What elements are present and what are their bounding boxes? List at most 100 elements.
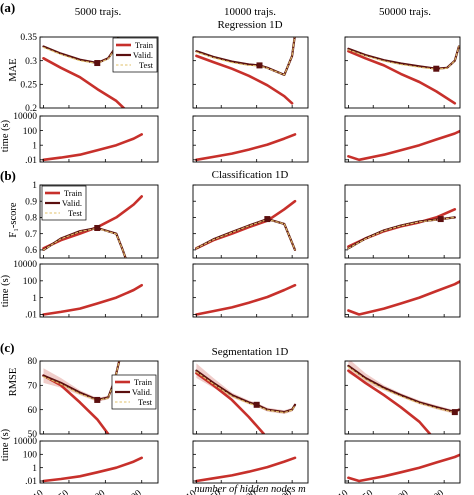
time-r2-c3-series-train [347, 279, 460, 316]
time-r2-c1-ytick-label: .01 [25, 311, 37, 321]
metric-r3-c2-panel [192, 360, 309, 435]
time-r1-c1-panel: .01 1 100 10000 [13, 112, 159, 166]
metric-r2-c1-panel: 0.6 0.7 0.8 0.9 1 [25, 181, 159, 259]
metric-r1-c1-ytick-label: 0.35 [20, 33, 37, 43]
time-r3-c2-xtick-label: 50 [209, 488, 223, 495]
time-r1-c1-axes [39, 115, 159, 163]
time-r2-c1-plot-area [42, 283, 143, 316]
metric-r3-c2-axes [192, 360, 309, 435]
time-r3-c1-ytick-label: 100 [23, 451, 38, 461]
metric-r1-c2-series-test [195, 37, 296, 76]
metric-r3-c1-min-marker [94, 396, 101, 403]
time-r3-c2-plot-area [195, 456, 297, 483]
column-title-3: 50000 trajs. [379, 6, 431, 18]
time-r2-c3-plot-area [347, 279, 460, 316]
metric-r2-c3-series-test [347, 216, 456, 249]
time-r1-c1-ytick-label: 1 [32, 141, 37, 151]
metric-r2-c1-plot-area [42, 195, 143, 258]
panel-label-a: (a) [0, 0, 15, 15]
time-r3-c2-xtick-label: 10 [185, 488, 199, 495]
panel-label-c: (c) [0, 340, 14, 355]
time-r3-c1-axes [39, 440, 159, 484]
metric-r2-c1-ytick-label: 1 [32, 181, 37, 191]
metric-r3-c3-series-train [347, 369, 432, 434]
metric-r1-c3-plot-area [347, 45, 460, 105]
metric-r1-c1-ytick-label: 0.3 [25, 57, 37, 67]
panel-label-b: (b) [0, 168, 16, 183]
ylabel-f1: F₁-score [8, 202, 19, 237]
metric-r2-c2-plot-area [195, 199, 297, 251]
metric-r2-c2-panel [192, 184, 309, 259]
time-r1-c1-plot-area [42, 133, 143, 162]
time-r1-c2-panel [192, 115, 309, 163]
metric-r3-c3-valid-band [348, 361, 459, 414]
time-r3-c2-series-train [195, 456, 297, 483]
time-r2-c2-axes [192, 263, 309, 318]
metric-r1-c1-ytick-label: 0.25 [20, 81, 37, 91]
time-r1-c2-axes [192, 115, 309, 163]
metric-r3-c2-valid-band [196, 363, 295, 414]
time-r3-c1-ytick-label: 10000 [13, 437, 37, 447]
metric-r3-c1-ytick-label: 80 [28, 357, 38, 367]
metric-r3-c3-panel [344, 360, 461, 435]
time-r1-c2-series-train [195, 133, 297, 162]
metric-r1-c2-series-valid [195, 37, 296, 76]
metric-r2-c1-ytick-label: 0.7 [25, 230, 37, 240]
time-r3-c2-axes [192, 440, 309, 484]
metric-r1-c1-axes [39, 36, 159, 109]
metric-r1-c1-min-marker [94, 60, 101, 67]
legend-regression-entry-valid: Valid. [133, 50, 153, 60]
time-r1-c1-ytick-label: 100 [23, 127, 38, 137]
time-r2-c1-axes [39, 263, 159, 318]
time-r3-c1-ytick-label: .01 [25, 477, 37, 487]
ylabel-time-a: time (s) [0, 119, 11, 152]
row-title-segmentation: Segmentation 1D [212, 346, 289, 358]
metric-r3-c3-min-marker [451, 409, 458, 416]
time-r3-c1-ytick-label: 1 [32, 464, 37, 474]
time-r2-c1-ytick-label: 10000 [13, 260, 37, 270]
metric-r3-c2-series-train [195, 371, 266, 434]
metric-r3-c1-series-train [42, 374, 110, 434]
metric-r2-c3-plot-area [347, 208, 457, 250]
time-r3-c1-series-train [42, 456, 143, 483]
time-r3-c3-xtick-label: 50 [361, 488, 375, 495]
time-r3-c3-xtick-label: 5000 [425, 488, 446, 495]
metric-r2-c2-series-valid [195, 218, 297, 251]
metric-r1-c2-min-marker [256, 62, 263, 69]
metric-r3-c3-series-test [347, 366, 460, 414]
metric-r2-c1-axes [39, 184, 159, 259]
legend-segmentation-entry-valid: Valid. [132, 387, 152, 397]
metric-r3-c2-plot-area [195, 363, 297, 434]
ylabel-time-c: time (s) [0, 428, 11, 461]
time-r3-c1-xtick-label: 50 [57, 489, 71, 495]
metric-r1-c3-axes [344, 36, 461, 109]
legend-regression-entry-test: Test [139, 60, 154, 70]
legend-segmentation-entry-test: Test [138, 397, 153, 407]
metric-r3-c1-panel: 50 60 70 80 [28, 357, 159, 440]
metric-r1-c3-panel [344, 36, 461, 109]
time-r3-c1-xtick-label: 500 [90, 488, 108, 495]
metric-r3-c3-series-valid [347, 364, 460, 414]
time-r1-c3-panel [344, 115, 461, 163]
metric-r2-c1-ytick-label: 0.9 [25, 197, 37, 207]
time-r3-c1-xtick-label: 5000 [123, 488, 144, 495]
metric-r1-c1-ytick-label: 0.2 [25, 104, 37, 114]
legend-regression-entry-train: Train [135, 40, 154, 50]
metric-r3-c3-plot-area [347, 361, 460, 434]
legend-classification-entry-test: Test [68, 208, 83, 218]
metric-r1-c2-panel [192, 36, 309, 109]
header-layer: (a) (b) (c) 5000 trajs. 10000 trajs. 500… [0, 0, 431, 495]
metric-r2-c2-axes [192, 184, 309, 259]
time-r1-c1-ytick-label: 10000 [13, 112, 37, 122]
metric-r1-c1-series-train [42, 57, 126, 108]
time-r3-c2-xtick-label: 500 [241, 488, 259, 495]
time-r1-c1-ytick-label: .01 [25, 156, 37, 166]
time-r2-c1-panel: .01 1 100 10000 [13, 260, 159, 321]
row-title-classification: Classification 1D [212, 169, 289, 181]
ylabel-time-b: time (s) [0, 274, 11, 307]
time-r2-c1-ytick-label: 1 [32, 294, 37, 304]
ylabel-mae: MAE [8, 58, 19, 81]
metric-r1-c3-min-marker [433, 65, 440, 72]
